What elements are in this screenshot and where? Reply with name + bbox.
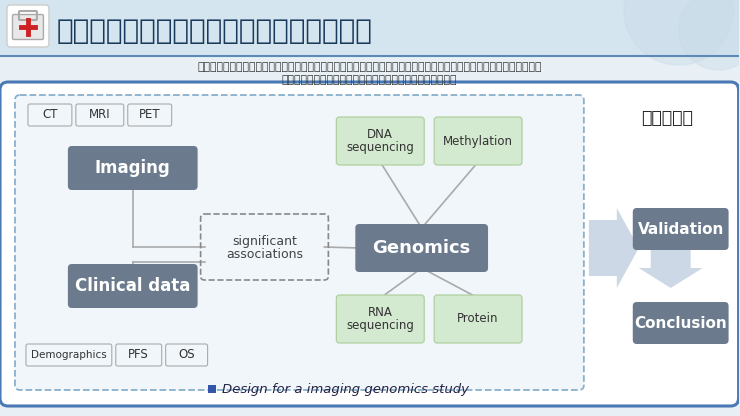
Text: 形成非传统的数据分析技术模式，实现对疾病的无创精准诊疗: 形成非传统的数据分析技术模式，实现对疾病的无创精准诊疗: [281, 75, 457, 85]
Text: sequencing: sequencing: [346, 141, 414, 154]
FancyBboxPatch shape: [434, 117, 522, 165]
Text: 传统形态学影像诊断模式已不能满足精准诊疗条件，将无创深度学习放射组学技术与基因组学技术整合成放射基因组学，: 传统形态学影像诊断模式已不能满足精准诊疗条件，将无创深度学习放射组学技术与基因组…: [197, 62, 542, 72]
Text: OS: OS: [178, 349, 195, 362]
Text: PFS: PFS: [128, 349, 149, 362]
FancyBboxPatch shape: [115, 344, 161, 366]
Text: PET: PET: [139, 109, 161, 121]
FancyBboxPatch shape: [337, 117, 424, 165]
FancyBboxPatch shape: [7, 5, 49, 47]
Text: associations: associations: [226, 248, 303, 262]
Circle shape: [624, 0, 733, 65]
FancyBboxPatch shape: [0, 82, 739, 406]
Text: Conclusion: Conclusion: [634, 315, 727, 330]
Text: significant: significant: [232, 235, 297, 248]
FancyBboxPatch shape: [28, 104, 72, 126]
Text: Design for a imaging genomics study: Design for a imaging genomics study: [221, 382, 468, 396]
FancyBboxPatch shape: [0, 0, 739, 56]
Text: 多学科融合: 多学科融合: [641, 109, 693, 127]
FancyBboxPatch shape: [26, 344, 112, 366]
FancyBboxPatch shape: [633, 302, 729, 344]
Text: Validation: Validation: [637, 221, 724, 237]
Text: DNA: DNA: [367, 129, 393, 141]
FancyBboxPatch shape: [208, 385, 215, 393]
Text: RNA: RNA: [368, 307, 393, 319]
Text: MRI: MRI: [89, 109, 110, 121]
FancyBboxPatch shape: [434, 295, 522, 343]
Polygon shape: [589, 208, 639, 288]
FancyBboxPatch shape: [355, 224, 488, 272]
FancyBboxPatch shape: [15, 95, 584, 390]
FancyBboxPatch shape: [633, 208, 729, 250]
Text: Genomics: Genomics: [372, 239, 471, 257]
FancyBboxPatch shape: [76, 104, 124, 126]
Polygon shape: [639, 250, 703, 288]
FancyBboxPatch shape: [337, 295, 424, 343]
FancyBboxPatch shape: [13, 15, 44, 40]
Text: Protein: Protein: [457, 312, 499, 325]
FancyBboxPatch shape: [68, 264, 198, 308]
Text: Clinical data: Clinical data: [75, 277, 190, 295]
Text: （二）影像大数据价值利用：基因组学研究: （二）影像大数据价值利用：基因组学研究: [57, 17, 373, 45]
Text: Imaging: Imaging: [95, 159, 171, 177]
FancyBboxPatch shape: [166, 344, 208, 366]
FancyBboxPatch shape: [128, 104, 172, 126]
Text: sequencing: sequencing: [346, 319, 414, 332]
Circle shape: [679, 0, 740, 70]
Text: Demographics: Demographics: [31, 350, 107, 360]
Text: CT: CT: [42, 109, 58, 121]
FancyBboxPatch shape: [68, 146, 198, 190]
Text: Methylation: Methylation: [443, 134, 513, 148]
